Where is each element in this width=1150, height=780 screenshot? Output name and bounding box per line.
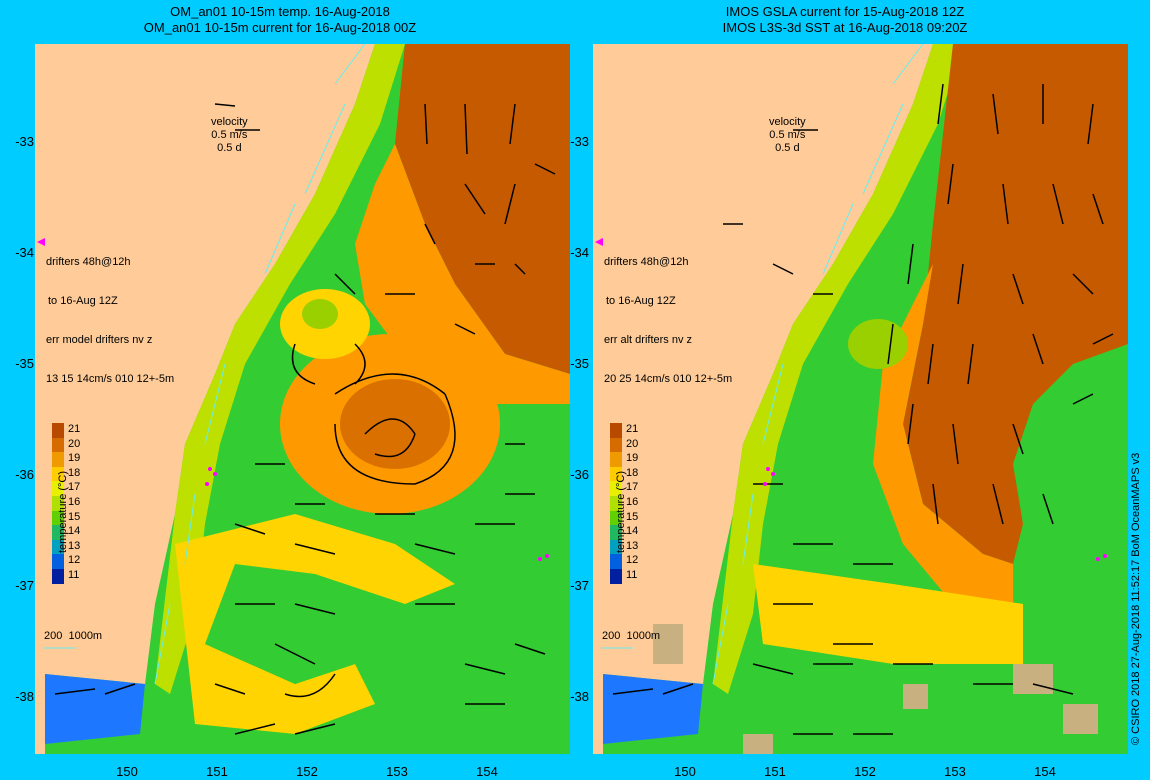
x-tick-label: 153	[386, 764, 408, 779]
drifter-note-line: err model drifters nv z	[46, 334, 153, 346]
velocity-label: velocity	[211, 116, 248, 128]
colorbar-swatch	[610, 525, 622, 540]
y-tick-label: -38	[15, 689, 34, 704]
velocity-days: 0.5 d	[217, 142, 242, 154]
left-velocity-key: velocity 0.5 m/s 0.5 d	[211, 116, 248, 155]
colorbar-tick-label: 20	[626, 437, 639, 450]
drifter-note-line: err alt drifters nv z	[604, 334, 693, 346]
x-tick-label: 154	[476, 764, 498, 779]
colorbar-swatch	[52, 452, 64, 467]
colorbar-swatch	[52, 496, 64, 511]
left-colorbar-title: temperature (°C)	[57, 470, 69, 553]
colorbar-swatch	[52, 423, 64, 438]
colorbar-tick-label: 16	[626, 496, 639, 508]
colorbar-tick-label: 15	[626, 510, 639, 523]
drifter-note-line: to 16-Aug 12Z	[48, 295, 118, 307]
colorbar-swatch	[610, 452, 622, 467]
right-drifter-note: drifters 48h@12h to 16-Aug 12Z err alt d…	[604, 230, 732, 399]
colorbar-tick-label: 11	[626, 569, 638, 581]
y-tick-label: -37	[15, 578, 34, 593]
x-tick-label: 150	[116, 764, 138, 779]
y-tick-label: -38	[570, 689, 589, 704]
x-tick-label: 151	[206, 764, 228, 779]
colorbar-swatch	[610, 466, 622, 482]
x-tick-label: 152	[854, 764, 876, 779]
colorbar-tick-label: 11	[68, 569, 80, 581]
drifter-note-line: 13 15 14cm/s 010 12+-5m	[46, 373, 175, 385]
colorbar-swatch	[52, 539, 64, 555]
right-title: IMOS GSLA current for 15-Aug-2018 12Z IM…	[565, 4, 1125, 36]
colorbar-swatch	[52, 525, 64, 540]
right-title-line2: IMOS L3S-3d SST at 16-Aug-2018 09:20Z	[722, 20, 968, 35]
colorbar-tick-label: 12	[68, 554, 81, 567]
colorbar-swatch	[52, 437, 64, 453]
copyright-note: © CSIRO 2018 27-Aug-2018 11:52:17 BoM Oc…	[1130, 452, 1142, 745]
colorbar-swatch	[610, 437, 622, 453]
velocity-label: velocity	[769, 116, 806, 128]
y-tick-label: -33	[15, 134, 34, 149]
colorbar-tick-label: 21	[626, 423, 639, 435]
colorbar-swatch	[610, 510, 622, 526]
y-tick-label: -35	[15, 356, 34, 371]
colorbar-swatch	[52, 466, 64, 482]
right-title-line1: IMOS GSLA current for 15-Aug-2018 12Z	[725, 4, 965, 19]
colorbar-tick-label: 15	[68, 510, 81, 523]
colorbar-tick-label: 14	[68, 525, 81, 538]
y-tick-label: -36	[570, 467, 589, 482]
colorbar-tick-label: 12	[626, 554, 639, 567]
x-tick-label: 151	[764, 764, 786, 779]
colorbar-swatch	[610, 496, 622, 511]
colorbar-tick-label: 20	[68, 437, 81, 450]
left-depth-legend: 200 1000m	[44, 630, 103, 642]
left-drifter-note: drifters 48h@12h to 16-Aug 12Z err model…	[46, 230, 174, 399]
left-title-line2: OM_an01 10-15m current for 16-Aug-2018 0…	[143, 20, 417, 35]
left-map	[35, 44, 570, 754]
colorbar-swatch	[610, 423, 622, 438]
drifter-note-line: drifters 48h@12h	[46, 256, 131, 268]
y-tick-label: -34	[15, 245, 34, 260]
drifter-note-line: drifters 48h@12h	[604, 256, 689, 268]
colorbar-swatch	[52, 554, 64, 569]
colorbar-tick-label: 21	[68, 423, 81, 435]
x-tick-label: 152	[296, 764, 318, 779]
velocity-scale: 0.5 m/s	[211, 129, 248, 141]
colorbar-swatch	[610, 481, 622, 496]
right-depth-legend: 200 1000m	[602, 630, 661, 642]
colorbar-swatch	[52, 481, 64, 496]
x-tick-label: 153	[944, 764, 966, 779]
right-velocity-key: velocity 0.5 m/s 0.5 d	[769, 116, 806, 155]
y-tick-label: -35	[570, 356, 589, 371]
colorbar-swatch	[52, 569, 64, 584]
colorbar-swatch	[610, 569, 622, 584]
colorbar-tick-label: 18	[68, 466, 81, 479]
right-colorbar-title: temperature (°C)	[615, 470, 627, 553]
colorbar-tick-label: 17	[68, 481, 81, 494]
x-tick-label: 154	[1034, 764, 1056, 779]
colorbar-tick-label: 17	[626, 481, 639, 494]
velocity-days: 0.5 d	[775, 142, 800, 154]
y-tick-label: -37	[570, 578, 589, 593]
colorbar-tick-label: 18	[626, 466, 639, 479]
colorbar-swatch	[610, 539, 622, 555]
drifter-note-line: 20 25 14cm/s 010 12+-5m	[604, 373, 733, 385]
right-map	[593, 44, 1128, 754]
colorbar-tick-label: 13	[626, 539, 639, 552]
colorbar-tick-label: 19	[626, 452, 639, 465]
right-map-canvas	[593, 44, 1128, 754]
y-tick-label: -33	[570, 134, 589, 149]
colorbar-tick-label: 16	[68, 496, 81, 508]
drifter-note-line: to 16-Aug 12Z	[606, 295, 676, 307]
colorbar-tick-label: 19	[68, 452, 81, 465]
left-title-line1: OM_an01 10-15m temp. 16-Aug-2018	[170, 4, 390, 19]
velocity-scale: 0.5 m/s	[769, 129, 806, 141]
x-tick-label: 150	[674, 764, 696, 779]
left-title: OM_an01 10-15m temp. 16-Aug-2018 OM_an01…	[0, 4, 560, 36]
colorbar-swatch	[52, 510, 64, 526]
y-tick-label: -34	[570, 245, 589, 260]
y-tick-label: -36	[15, 467, 34, 482]
left-map-canvas	[35, 44, 570, 754]
colorbar-tick-label: 13	[68, 539, 81, 552]
colorbar-tick-label: 14	[626, 525, 639, 538]
colorbar-swatch	[610, 554, 622, 569]
